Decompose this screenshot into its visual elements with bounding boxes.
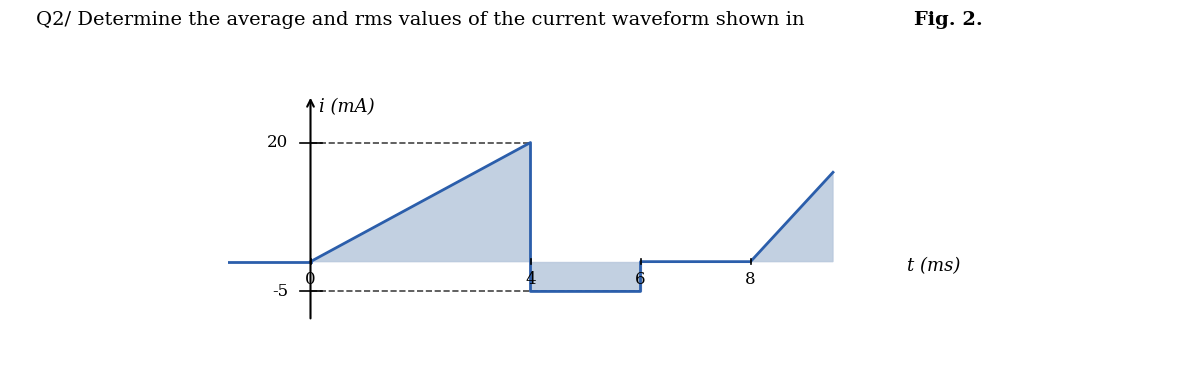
- Text: t (ms): t (ms): [907, 257, 961, 276]
- Text: 20: 20: [268, 134, 288, 151]
- Text: -5: -5: [272, 283, 288, 300]
- Text: 4: 4: [526, 270, 536, 288]
- Polygon shape: [311, 143, 530, 262]
- Polygon shape: [750, 172, 833, 262]
- Text: 6: 6: [635, 270, 646, 288]
- Text: 0: 0: [305, 270, 316, 288]
- Text: Fig. 2.: Fig. 2.: [914, 11, 983, 29]
- Polygon shape: [530, 262, 641, 291]
- Text: Q2/ Determine the average and rms values of the current waveform shown in: Q2/ Determine the average and rms values…: [36, 11, 811, 29]
- Text: i (mA): i (mA): [319, 98, 374, 116]
- Text: 8: 8: [745, 270, 756, 288]
